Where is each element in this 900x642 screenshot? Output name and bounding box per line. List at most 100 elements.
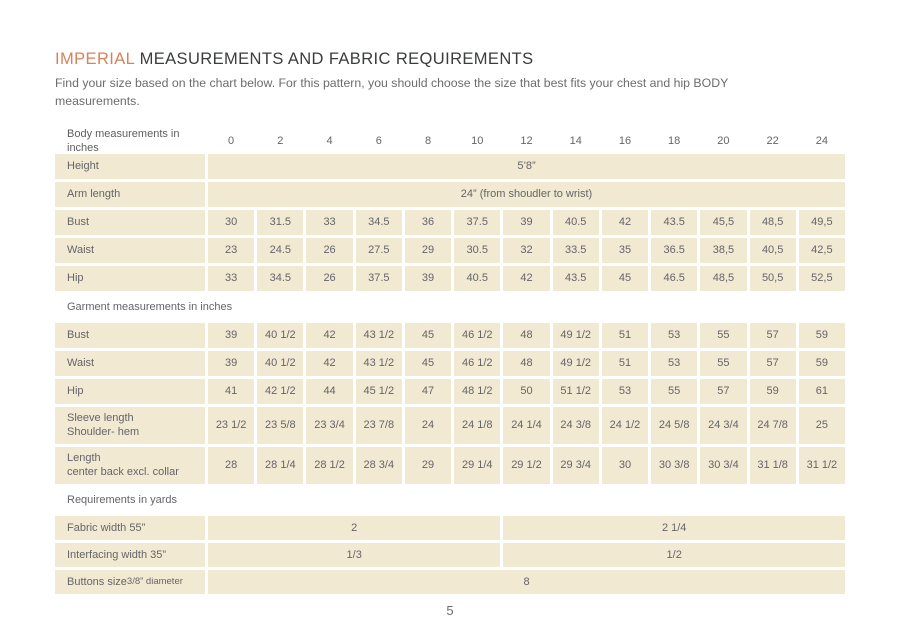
measurement-cell: 45 1/2: [355, 378, 402, 404]
row-label: Height: [55, 153, 205, 179]
measurement-cell: 23: [208, 237, 255, 263]
measurement-cell: 40 1/2: [257, 350, 304, 376]
size-column-header: 16: [618, 134, 632, 147]
measurement-cell: 45: [601, 265, 649, 291]
table-header-row: Body measurements in inches 0 2 4 6 8 10 12 14 16…: [55, 127, 845, 154]
size-column-header: 22: [766, 134, 779, 147]
merged-value-cell: 5’8”: [208, 153, 845, 179]
table-row: Waist 23 24.5 26 27.5 29 30.5 32 33.5 35 36.5 38,5 4…: [55, 237, 845, 263]
table-row: Fabric width 55” 2 2 1/4: [55, 515, 845, 540]
measurement-cell: 49 1/2: [552, 350, 599, 376]
size-column-header: 20: [717, 134, 730, 147]
measurement-cell: 40,5: [749, 237, 796, 263]
row-label: Arm length: [55, 181, 205, 207]
measurement-cell: 36: [404, 209, 452, 235]
measurement-cell: 29 1/2: [503, 446, 550, 484]
measurement-cell: 31 1/2: [798, 446, 845, 484]
merged-value-cell-left: 2: [208, 515, 501, 540]
measurement-cell: 45: [404, 322, 452, 348]
measurement-cell: 29: [404, 446, 452, 484]
size-column-header: 4: [326, 134, 333, 147]
requirements-section-row: Requirements in yards: [55, 490, 845, 510]
size-column-header: 8: [424, 134, 432, 147]
measurement-cell: 53: [651, 322, 698, 348]
merged-value-cell: 8: [208, 569, 845, 594]
measurement-cell: 39: [503, 209, 550, 235]
measurement-cell: 49 1/2: [552, 322, 599, 348]
measurement-cell: 46 1/2: [454, 350, 501, 376]
measurement-cell: 46.5: [651, 265, 698, 291]
measurement-cell: 57: [749, 350, 796, 376]
size-column-header: 6: [375, 134, 382, 147]
measurement-cell: 24 3/4: [700, 406, 747, 444]
table-row: Bust 30 31.5 33 34.5 36 37.5 39 40.5 42 43.5 45,5 48…: [55, 209, 845, 235]
measurement-cell: 32: [503, 237, 550, 263]
table-row: Buttons size 3/8” diameter 8: [55, 569, 845, 594]
measurement-cell: 29 3/4: [552, 446, 599, 484]
measurement-cell: 31.5: [257, 209, 304, 235]
measurement-cell: 42: [306, 350, 353, 376]
size-column-header: 2: [277, 134, 284, 147]
measurement-cell: 48: [503, 350, 550, 376]
row-label: Bust: [55, 322, 205, 348]
row-label-line2: Shoulder- hem: [67, 426, 140, 439]
measurement-cell: 40.5: [552, 209, 599, 235]
measurement-cell: 30 3/4: [700, 446, 747, 484]
row-label: Sleeve length Shoulder- hem: [55, 406, 205, 444]
merged-value-cell: 24” (from shoudler to wrist): [208, 181, 845, 207]
table-row: Bust 39 40 1/2 42 43 1/2 45 46 1/2 48 49 1/2 51 53…: [55, 322, 845, 348]
measurement-cell: 37.5: [355, 265, 402, 291]
measurement-cell: 27.5: [355, 237, 402, 263]
measurement-cell: 50,5: [749, 265, 796, 291]
measurement-cell: 25: [798, 406, 845, 444]
measurement-cell: 38,5: [700, 237, 747, 263]
size-column-header: 24: [815, 134, 828, 147]
measurement-cell: 29 1/4: [454, 446, 501, 484]
measurement-cell: 31 1/8: [749, 446, 796, 484]
section-label: Requirements in yards: [67, 493, 178, 506]
measurement-cell: 40.5: [454, 265, 501, 291]
measurement-cell: 24 5/8: [651, 406, 698, 444]
measurement-cell: 24 7/8: [749, 406, 796, 444]
table-row: Interfacing width 35” 1/3 1/2: [55, 542, 845, 567]
title-rest: MEASUREMENTS AND FABRIC REQUIREMENTS: [134, 50, 534, 68]
measurement-cell: 47: [404, 378, 452, 404]
measurement-cell: 33.5: [552, 237, 599, 263]
measurement-cell: 43 1/2: [355, 350, 402, 376]
table-row: Hip 41 42 1/2 44 45 1/2 47 48 1/2 50 51 1/2 53 55 5…: [55, 378, 845, 404]
row-label: Waist: [55, 237, 205, 263]
measurement-cell: 51: [601, 322, 649, 348]
measurement-cell: 30: [601, 446, 649, 484]
measurement-cell: 33: [306, 209, 353, 235]
table-row: Length center back excl. collar 28 28 1/4 28…: [55, 446, 845, 484]
measurement-cell: 43.5: [552, 265, 599, 291]
measurement-cell: 57: [749, 322, 796, 348]
measurement-cell: 59: [798, 350, 845, 376]
merged-value-cell-left: 1/3: [208, 542, 501, 567]
measurement-cell: 61: [798, 378, 845, 404]
measurement-cell: 45,5: [700, 209, 747, 235]
measurement-cell: 30.5: [454, 237, 501, 263]
title-highlight: IMPERIAL: [55, 50, 135, 68]
row-label: Fabric width 55”: [55, 515, 205, 540]
measurement-cell: 39: [404, 265, 452, 291]
page-number: 5: [446, 603, 454, 618]
size-column-header: 18: [668, 134, 681, 147]
measurement-cell: 39: [208, 322, 255, 348]
header-label: Body measurements in inches: [67, 127, 180, 154]
row-label: Interfacing width 35”: [55, 542, 205, 567]
measurement-cell: 43.5: [651, 209, 698, 235]
measurement-cell: 48,5: [700, 265, 747, 291]
measurement-cell: 28 3/4: [355, 446, 402, 484]
measurement-cell: 28: [208, 446, 255, 484]
measurement-table: Body measurements in inches 0 2 4 6 8 10 12 14 16…: [55, 127, 845, 594]
measurement-cell: 24 1/8: [454, 406, 501, 444]
measurement-cell: 24 1/4: [503, 406, 550, 444]
size-column-header: 0: [228, 134, 235, 147]
measurement-cell: 28 1/2: [306, 446, 353, 484]
measurement-cell: 34.5: [355, 209, 402, 235]
row-label-small: 3/8” diameter: [126, 575, 183, 587]
size-column-header: 14: [569, 134, 582, 147]
section-label: Garment measurements in inches: [67, 300, 233, 313]
measurement-cell: 26: [306, 265, 353, 291]
